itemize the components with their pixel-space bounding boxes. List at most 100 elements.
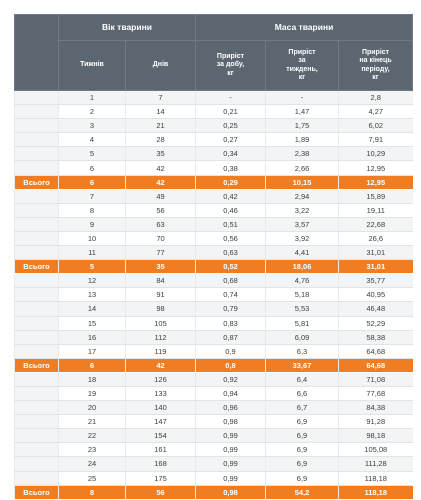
- cell: 6,09: [265, 330, 339, 345]
- cell: 26,6: [337, 231, 413, 247]
- cell: 5: [58, 259, 126, 275]
- cell: 105: [125, 316, 196, 331]
- row-label-cell: [14, 471, 59, 486]
- data-row: 3 21 0,25 1,75 6,02: [14, 118, 413, 134]
- cell: 2,94: [265, 189, 339, 204]
- data-row: 24 168 0,99 6,9 111,28: [14, 456, 413, 472]
- cell: 40,95: [337, 287, 413, 303]
- cell: 118,18: [337, 471, 413, 486]
- cell: 2,38: [265, 146, 339, 162]
- cell: 56: [125, 485, 196, 500]
- cell: 46,48: [337, 301, 413, 317]
- row-label-cell: [14, 231, 59, 247]
- cell: 0,63: [195, 245, 266, 261]
- cell: 6: [58, 175, 126, 190]
- cell: 18: [58, 372, 126, 387]
- cell: 1,89: [265, 132, 339, 148]
- cell: 0,74: [195, 287, 266, 303]
- cell: 13: [58, 287, 126, 303]
- cell: 119: [125, 344, 196, 359]
- data-row: 21 147 0,98 6,9 91,28: [14, 414, 413, 430]
- age-header: Вік тварини: [58, 14, 196, 41]
- table-body: 1 7- -2,8 2 14 0,21 1,47 4,27 3 21 0,25 1,75 6,02 4 28…: [14, 90, 413, 500]
- total-row: Всього 6 42 0,8 33,67 64,68: [14, 358, 413, 373]
- data-row: 25 175 0,99 6,9 118,18: [14, 471, 413, 486]
- cell: 6,3: [265, 344, 339, 359]
- cell: 91,28: [337, 414, 413, 430]
- cell: 0,98: [195, 414, 266, 430]
- cell: 5,18: [265, 287, 339, 303]
- cell: 105,08: [337, 442, 413, 458]
- cell: 84,38: [337, 400, 413, 416]
- cell: 33,67: [265, 358, 339, 373]
- cell: 9: [58, 217, 126, 232]
- data-row: 5 35 0,34 2,38 10,29: [14, 146, 413, 162]
- cell: 0,9: [195, 344, 266, 359]
- cell: 14: [58, 301, 126, 317]
- cell: 58,38: [337, 330, 413, 345]
- data-row: 7 49 0,42 2,94 15,89: [14, 189, 413, 204]
- cell: 42: [125, 175, 196, 190]
- cell: 6,9: [265, 456, 339, 472]
- cell: 17: [58, 344, 126, 359]
- column-header-line: Тижнів: [80, 61, 104, 69]
- cell: 20: [58, 400, 126, 416]
- column-header-line: тиждень,: [286, 65, 318, 73]
- row-label-cell: [14, 330, 59, 345]
- total-row: Всього 8 56 0,98 54,2 118,18: [14, 485, 413, 500]
- cell: 0,46: [195, 203, 266, 218]
- cell: 6,9: [265, 471, 339, 486]
- data-row: 16 112 0,87 6,09 58,38: [14, 330, 413, 345]
- cell: 6,7: [265, 400, 339, 416]
- cell: 7,91: [337, 132, 413, 148]
- row-label-cell: [14, 217, 59, 232]
- cell: 42: [125, 358, 196, 373]
- cell: 12,95: [337, 160, 413, 176]
- cell: 98: [125, 301, 196, 317]
- data-row: 22 154 0,99 6,9 98,18: [14, 428, 413, 444]
- cell: 63: [125, 217, 196, 232]
- cell: 1,47: [265, 104, 339, 120]
- row-label-cell: [14, 104, 59, 120]
- cell: 19,11: [337, 203, 413, 218]
- row-label-cell: [14, 189, 59, 204]
- column-header: Приріст за тиждень, кг: [265, 40, 339, 91]
- row-label-cell: [14, 442, 59, 458]
- row-label-cell: [14, 301, 59, 317]
- cell: -: [265, 90, 339, 106]
- row-label-cell: [14, 146, 59, 162]
- cell: 77: [125, 245, 196, 261]
- data-row: 23 161 0,99 6,9 105,08: [14, 442, 413, 458]
- cell: 0,27: [195, 132, 266, 148]
- cell: 10,29: [337, 146, 413, 162]
- cell: 22,68: [337, 217, 413, 232]
- row-label-cell: [14, 344, 59, 359]
- cell: 0,83: [195, 316, 266, 331]
- row-label-cell: [14, 372, 59, 387]
- cell: 111,28: [337, 456, 413, 472]
- cell: 161: [125, 442, 196, 458]
- data-row: 12 84 0,68 4,76 35,77: [14, 273, 413, 289]
- cell: 21: [125, 118, 196, 134]
- growth-table: Вік тварини Маса тварини Тижнів Днів Прирі…: [14, 14, 414, 500]
- cell: 15: [58, 316, 126, 331]
- cell: 0,99: [195, 456, 266, 472]
- cell: 8: [58, 485, 126, 500]
- cell: 3,22: [265, 203, 339, 218]
- cell: 23: [58, 442, 126, 458]
- cell: 6,9: [265, 428, 339, 444]
- cell: 19: [58, 386, 126, 402]
- cell: 0,29: [195, 175, 266, 190]
- cell: 22: [58, 428, 126, 444]
- cell: 168: [125, 456, 196, 472]
- cell: 5: [58, 146, 126, 162]
- row-label-cell: [14, 414, 59, 430]
- cell: 0,99: [195, 428, 266, 444]
- column-header: Приріст за добу, кг: [195, 40, 266, 91]
- cell: 24: [58, 456, 126, 472]
- cell: 71,08: [337, 372, 413, 387]
- cell: 0,51: [195, 217, 266, 232]
- row-label-cell: [14, 203, 59, 218]
- cell: 56: [125, 203, 196, 218]
